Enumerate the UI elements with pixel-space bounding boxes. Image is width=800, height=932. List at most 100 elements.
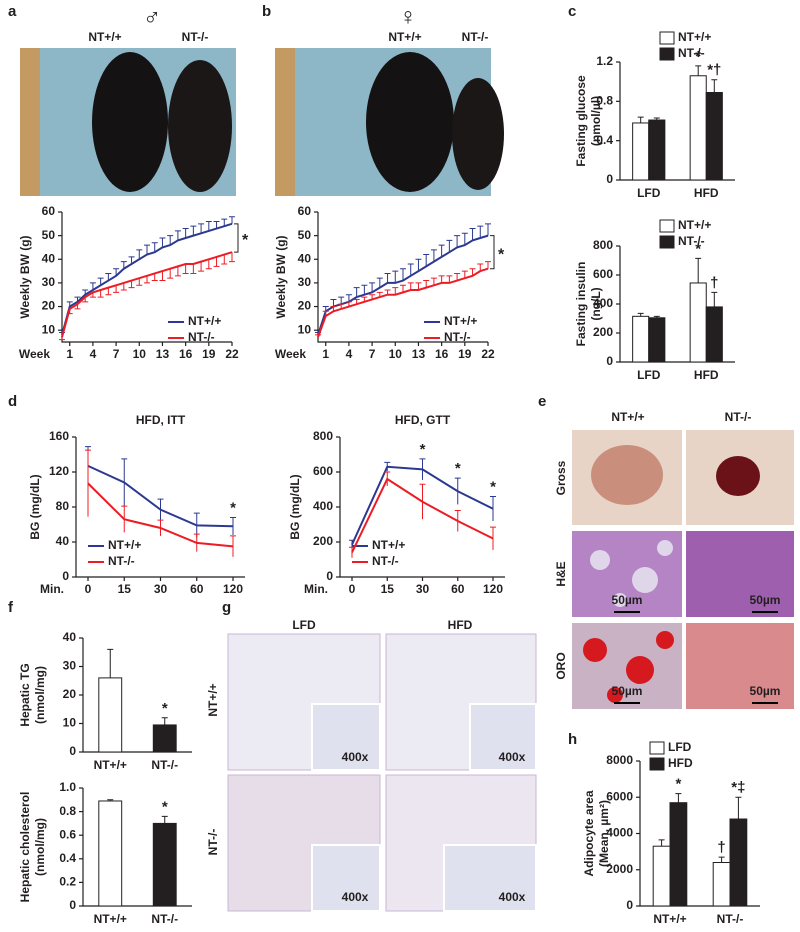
y-axis-label: (nmol/mg) xyxy=(33,666,47,724)
y-tick-label: 800 xyxy=(313,429,333,443)
error-bar xyxy=(136,249,143,260)
chart-title: HFD, GTT xyxy=(395,413,451,427)
row-label: Gross xyxy=(554,460,568,495)
bar xyxy=(652,845,671,907)
y-axis-label: (Mean, µm²) xyxy=(597,800,611,867)
error-bar xyxy=(213,256,220,267)
panel-letter: g xyxy=(222,599,231,616)
histology-images xyxy=(227,633,537,912)
x-tick-label: HFD xyxy=(694,186,719,200)
legend-swatch xyxy=(659,219,675,233)
scale-bar: 50µm xyxy=(612,684,643,698)
magnification: 400x xyxy=(342,750,369,764)
x-tick-label: 13 xyxy=(156,347,170,361)
y-tick-label: 0.8 xyxy=(596,94,613,108)
bar xyxy=(669,802,688,907)
error-bar xyxy=(454,272,461,281)
x-axis-label: Week xyxy=(19,347,50,361)
y-tick-label: 200 xyxy=(313,534,333,548)
x-axis-label: Min. xyxy=(304,582,328,596)
legend-swatch xyxy=(649,757,665,771)
mouse-photo xyxy=(20,48,236,196)
legend-label: NT-/- xyxy=(678,234,705,248)
error-bar xyxy=(151,273,158,282)
x-tick-label: 13 xyxy=(412,347,426,361)
bar xyxy=(648,119,666,181)
annotation: * xyxy=(695,48,701,65)
error-bar xyxy=(182,264,189,274)
error-bar xyxy=(485,261,491,269)
error-bar xyxy=(221,218,228,227)
y-axis-label: (ng/L) xyxy=(589,287,603,320)
y-tick-label: 10 xyxy=(42,322,56,336)
error-bar xyxy=(338,296,345,305)
y-tick-label: 0 xyxy=(606,172,613,186)
x-tick-label: 4 xyxy=(346,347,353,361)
error-bar xyxy=(477,263,484,272)
row-label: NT+/+ xyxy=(206,683,220,716)
y-tick-label: 30 xyxy=(42,275,56,289)
error-bar xyxy=(59,337,65,341)
error-bar xyxy=(221,254,228,265)
y-tick-label: 4000 xyxy=(606,826,633,840)
annotation: * xyxy=(498,246,505,263)
x-tick-label: 60 xyxy=(190,582,204,596)
y-axis-label: Hepatic cholesterol xyxy=(18,792,32,903)
genotype-label: NT-/- xyxy=(182,30,209,44)
y-tick-label: 0.4 xyxy=(59,851,76,865)
legend-label: NT-/- xyxy=(444,330,471,344)
error-bar xyxy=(353,287,360,298)
error-bar xyxy=(392,270,399,283)
error-bar xyxy=(198,223,205,234)
panel-letter: c xyxy=(568,3,576,20)
y-tick-label: 0 xyxy=(626,898,633,912)
line xyxy=(317,267,489,338)
legend-label: NT-/- xyxy=(678,46,705,60)
magnification: 400x xyxy=(499,750,526,764)
bar xyxy=(689,75,707,181)
annotation: * xyxy=(695,240,701,257)
error-bar xyxy=(384,272,391,283)
error-bar xyxy=(400,284,406,293)
error-bar xyxy=(430,277,437,286)
y-tick-label: 10 xyxy=(298,322,312,336)
error-bar xyxy=(407,282,414,290)
annotation: * xyxy=(420,441,426,458)
y-axis-label: Weekly BW (g) xyxy=(18,235,32,318)
error-bar xyxy=(461,232,468,246)
error-bar xyxy=(469,228,476,241)
error-bar xyxy=(190,264,197,274)
annotation: † xyxy=(710,274,718,291)
annotation: * xyxy=(242,232,249,249)
y-tick-label: 120 xyxy=(49,464,69,478)
line xyxy=(351,477,494,553)
bar xyxy=(632,315,650,363)
line xyxy=(351,465,494,546)
y-tick-label: 400 xyxy=(593,296,613,310)
error-bar xyxy=(469,268,476,276)
x-tick-label: 1 xyxy=(66,347,73,361)
legend-label: NT+/+ xyxy=(444,314,477,328)
x-tick-label: 15 xyxy=(118,582,132,596)
bar xyxy=(712,862,731,907)
x-tick-label: 1 xyxy=(322,347,329,361)
legend-label: NT-/- xyxy=(188,330,215,344)
y-tick-label: 50 xyxy=(298,228,312,242)
bar xyxy=(648,317,666,363)
y-tick-label: 40 xyxy=(298,251,312,265)
error-bar xyxy=(376,277,383,288)
x-tick-label: LFD xyxy=(637,186,661,200)
error-bar xyxy=(330,298,337,307)
y-axis-label: BG (mg/dL) xyxy=(288,474,302,539)
y-tick-label: 0 xyxy=(606,354,613,368)
axis xyxy=(61,212,232,343)
error-bar xyxy=(136,278,143,286)
row-label: ORO xyxy=(554,652,568,679)
y-axis-label: (nmol/µl) xyxy=(589,96,603,146)
row-label: H&E xyxy=(554,561,568,586)
y-tick-label: 30 xyxy=(298,275,312,289)
column-label: NT+/+ xyxy=(611,410,644,424)
error-bar xyxy=(229,252,235,263)
legend-label: NT+/+ xyxy=(372,538,405,552)
bar xyxy=(152,822,177,907)
